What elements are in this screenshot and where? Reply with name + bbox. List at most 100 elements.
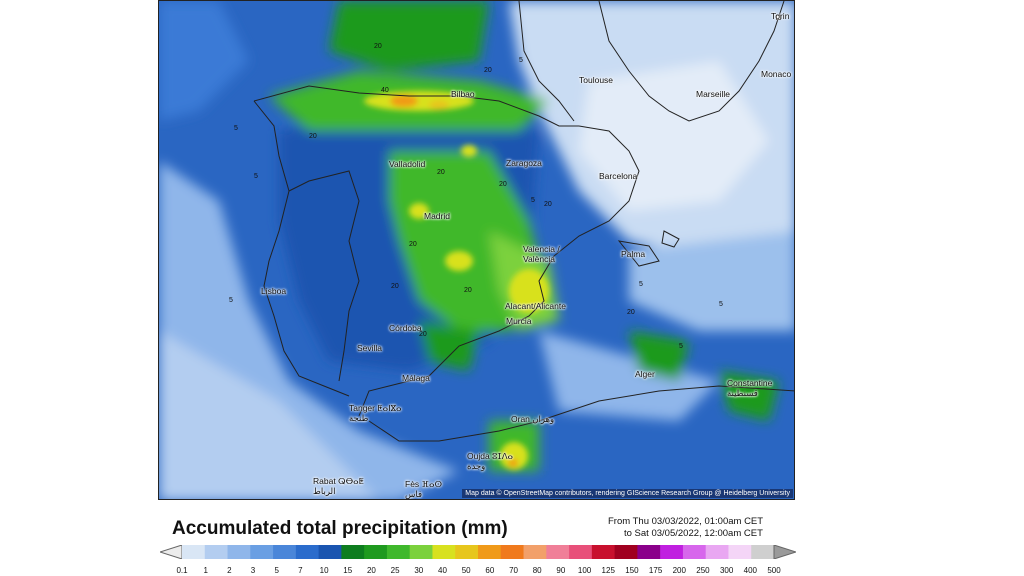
scale-tick-label: 2 <box>227 566 232 575</box>
scale-swatch <box>660 545 684 559</box>
contour-label: 20 <box>419 331 427 338</box>
city-fes: Fès ⴼⴰⵙ فاس <box>405 479 443 499</box>
city-oran: Oran وهران <box>511 414 555 424</box>
scale-tick-label: 3 <box>250 566 256 575</box>
scale-tick-label: 200 <box>672 566 686 575</box>
scale-tick-label: 5 <box>274 566 279 575</box>
city-alger: Alger <box>635 369 655 379</box>
city-valladolid: Valladolid <box>389 159 426 169</box>
city-tanger: Tanger ⵟⴰⵏⴵⴰ طنجة <box>349 403 402 423</box>
scale-swatch <box>523 545 547 559</box>
scale-tick-label: 400 <box>743 566 757 575</box>
scale-swatch <box>364 545 388 559</box>
scale-swatch <box>751 545 775 559</box>
scale-tick-label: 50 <box>461 566 471 575</box>
scale-tick-label: 80 <box>532 566 542 575</box>
city-bilbao: Bilbao <box>451 89 475 99</box>
scale-tick-label: 40 <box>438 566 447 575</box>
city-marseille: Marseille <box>696 89 731 99</box>
scale-tick-label: 30 <box>414 566 424 575</box>
scale-swatch <box>386 545 411 559</box>
city-sevilla: Sevilla <box>357 343 383 353</box>
contour-label: 20 <box>627 309 635 316</box>
chart-title: Accumulated total precipitation (mm) <box>172 518 508 539</box>
city-zaragoza: Zaragoza <box>506 158 542 168</box>
city-barcelona: Barcelona <box>599 171 638 181</box>
scale-tick-label: 1 <box>203 566 208 575</box>
contour-label: 5 <box>531 197 535 204</box>
contour-label: 5 <box>234 125 238 132</box>
scale-tick-label: 90 <box>556 566 566 575</box>
scale-swatch <box>455 545 479 559</box>
contour-label: 20 <box>309 133 317 140</box>
scale-tick-label: 20 <box>366 566 376 575</box>
scale-swatch <box>728 545 752 559</box>
scale-tick-label: 0.1 <box>176 566 188 575</box>
scale-swatch <box>478 545 502 559</box>
scale-swatch <box>705 545 729 559</box>
city-alacant: Alacant/Alicante <box>505 301 566 311</box>
contour-label: 20 <box>499 181 507 188</box>
contour-label: 5 <box>254 173 258 180</box>
scale-high-arrow <box>773 545 796 559</box>
scale-tick-label: 500 <box>767 566 781 575</box>
scale-swatch <box>318 545 342 559</box>
color-scale <box>160 545 796 559</box>
scale-swatch <box>432 545 456 559</box>
contour-label: 20 <box>544 201 552 208</box>
scale-swatch <box>341 545 365 559</box>
scale-swatch <box>591 545 616 559</box>
scale-tick-label: 150 <box>625 566 639 575</box>
city-oujda: Oujda ⵓⵊⴷⴰ وجدة <box>467 451 514 471</box>
scale-tick-label: 175 <box>648 566 663 575</box>
map-canvas <box>159 1 794 499</box>
city-cordoba: Córdoba <box>389 323 422 333</box>
period-text: From Thu 03/03/2022, 01:00am CET to Sat … <box>608 516 763 540</box>
city-constantine: Constantine قسنطينة <box>727 378 773 398</box>
scale-swatch <box>614 545 638 559</box>
city-toulouse: Toulouse <box>579 75 614 85</box>
contour-label: 5 <box>679 343 683 350</box>
scale-tick-label: 10 <box>319 566 329 575</box>
city-rabat: Rabat ⵕⴱⴰⵟ الرباط <box>313 476 364 496</box>
scale-swatch <box>409 545 433 559</box>
scale-tick-label: 15 <box>343 566 353 575</box>
scale-tick-label: 70 <box>509 566 518 575</box>
scale-swatch <box>500 545 525 559</box>
scale-tick-label: 250 <box>696 566 710 575</box>
scale-swatch <box>682 545 707 559</box>
scale-swatch <box>569 545 593 559</box>
contour-label: 20 <box>484 67 492 74</box>
contour-label: 20 <box>464 287 472 294</box>
scale-swatch <box>295 545 320 559</box>
city-torino: Torin <box>771 11 790 21</box>
contour-label: 5 <box>519 57 523 64</box>
scale-swatch <box>546 545 570 559</box>
contour-label: 5 <box>639 281 643 288</box>
color-scale-labels: 0.1 1 2 3 5 7 10 15 20 25 30 40 50 60 70 80 90 100 125 150 1… <box>160 566 796 576</box>
city-dot <box>776 15 781 20</box>
scale-swatch <box>182 545 206 559</box>
contour-label: 20 <box>391 283 399 290</box>
scale-swatch <box>250 545 274 559</box>
precipitation-map[interactable]: Torin Monaco Toulouse Marseille Bilbao V… <box>158 0 795 500</box>
scale-tick-label: 300 <box>719 566 734 575</box>
period-from: From Thu 03/03/2022, 01:00am CET <box>608 516 764 527</box>
scale-low-arrow <box>160 545 183 559</box>
city-murcia: Murcia <box>506 316 532 326</box>
scale-tick-label: 60 <box>485 566 495 575</box>
city-valencia: Valencia / València <box>523 244 560 264</box>
contour-label: 40 <box>381 87 389 94</box>
scale-swatch <box>637 545 661 559</box>
scale-swatch <box>273 545 297 559</box>
scale-tick-label: 100 <box>577 566 592 575</box>
scale-swatch <box>227 545 251 559</box>
contour-label: 20 <box>374 43 382 50</box>
city-malaga: Málaga <box>402 373 430 383</box>
contour-label: 20 <box>409 241 417 248</box>
map-credit: Map data © OpenStreetMap contributors, r… <box>462 489 793 498</box>
city-lisboa: Lisboa <box>261 286 287 296</box>
scale-tick-label: 125 <box>601 566 615 575</box>
contour-label: 5 <box>229 297 233 304</box>
scale-tick-label: 7 <box>298 566 303 575</box>
